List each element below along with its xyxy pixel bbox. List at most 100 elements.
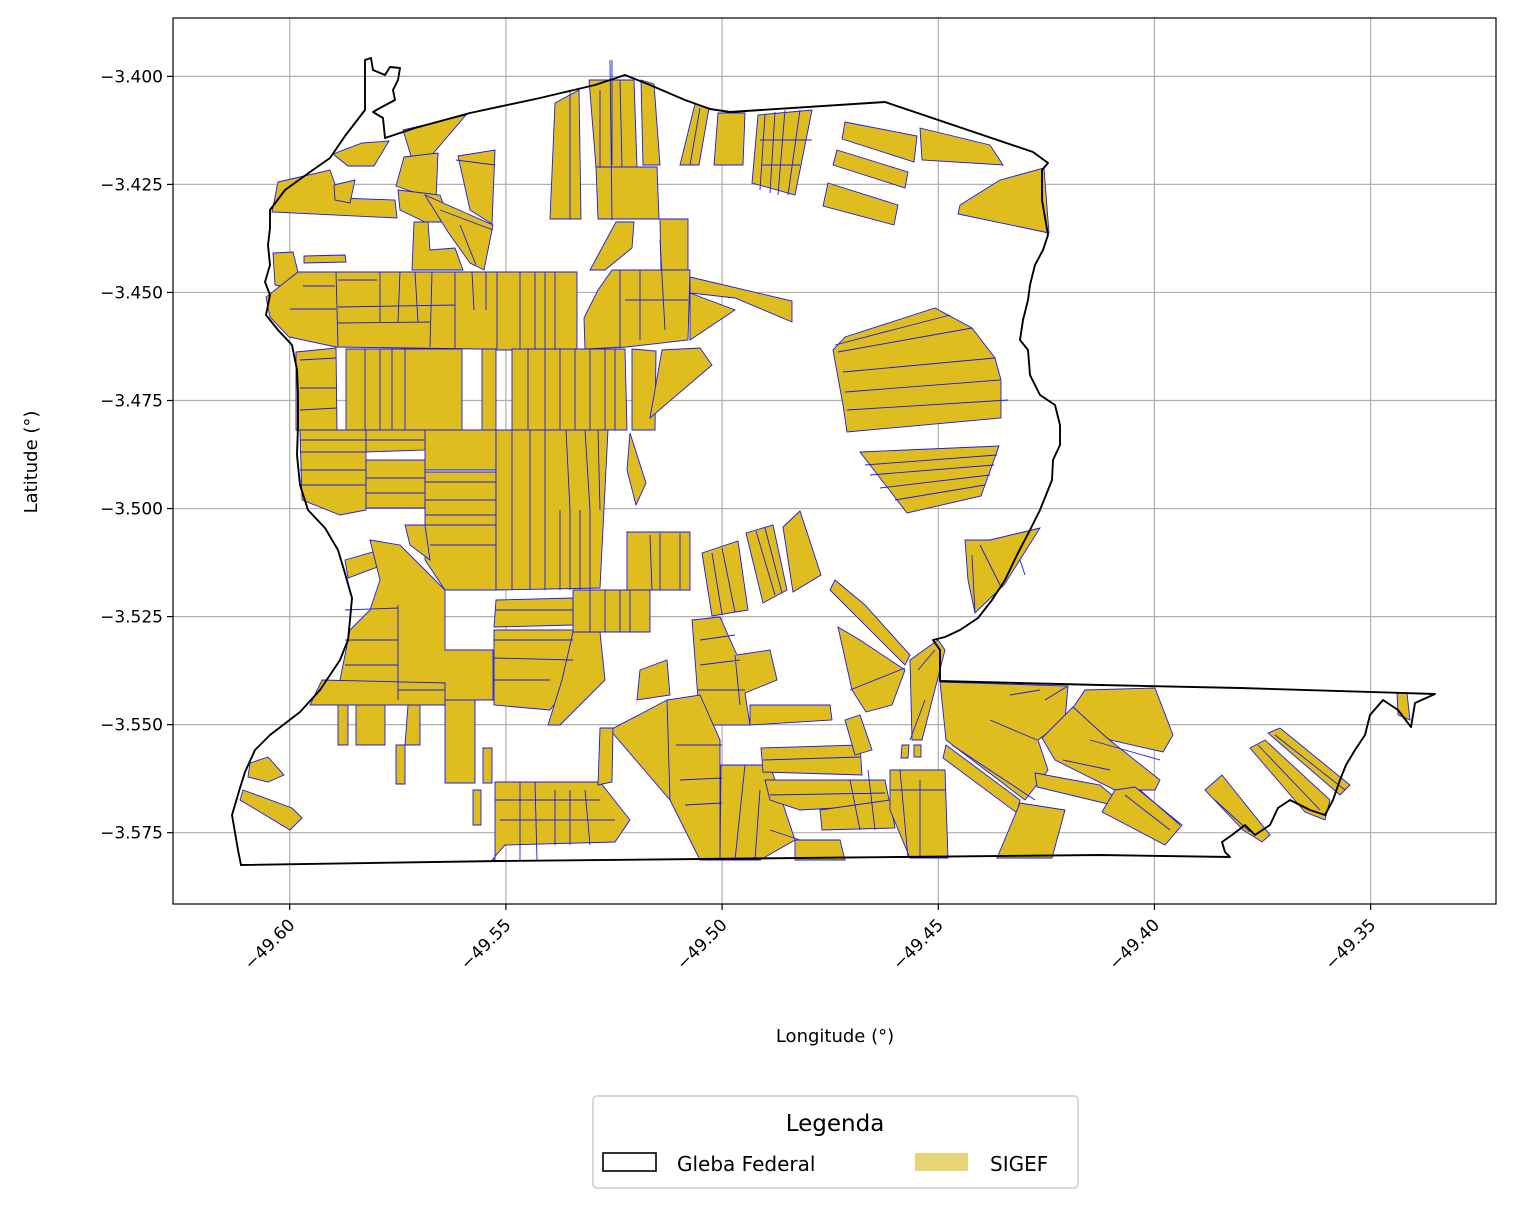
sigef-parcel (404, 704, 421, 746)
y-tick-label: −3.500 (100, 500, 163, 520)
sigef-parcel (424, 429, 497, 471)
sigef-parcel (919, 127, 1004, 166)
x-tick-label: −49.40 (1105, 915, 1164, 974)
axes-frame (172, 17, 1497, 905)
sigef-parcel (444, 699, 476, 784)
sigef-parcel (794, 839, 846, 861)
legend-swatch-sigef (915, 1153, 968, 1171)
sigef-parcel (482, 747, 493, 784)
y-axis-label: Latitude (°) (21, 411, 42, 514)
sigef-parcel (631, 348, 657, 431)
sigef-parcel (595, 166, 660, 220)
sigef-parcel (309, 679, 446, 706)
sigef-parcel (365, 429, 426, 453)
sigef-parcel (640, 79, 661, 166)
sigef-parcel (832, 307, 1002, 433)
sigef-parcel (957, 167, 1050, 234)
sigef-parcel (491, 781, 631, 861)
sigef-parcel (964, 527, 1041, 614)
sigef-parcel (597, 727, 614, 786)
sigef-parcel (649, 347, 713, 420)
y-tick-label: −3.400 (100, 67, 163, 87)
y-tick-label: −3.425 (100, 175, 163, 195)
sigef-parcel (913, 744, 922, 758)
sigef-parcel (457, 149, 496, 225)
sigef-parcel (822, 182, 899, 226)
sigef-parcel (511, 348, 628, 431)
sigef-parcel (481, 348, 497, 431)
sigef-parcel (493, 597, 574, 628)
x-tick-label: −49.60 (241, 915, 300, 974)
sigef-parcel (900, 744, 910, 759)
sigef-parcel (689, 276, 793, 323)
sigef-parcel (355, 704, 386, 746)
sigef-parcel (239, 789, 303, 831)
sigef-parcel (411, 221, 464, 271)
y-tick-label: −3.475 (100, 391, 163, 411)
sigef-parcel (572, 589, 651, 633)
x-tick-label: −49.35 (1322, 915, 1381, 974)
sigef-parcel (626, 531, 691, 591)
sigef-parcel (299, 429, 367, 516)
sigef-parcel (691, 616, 778, 726)
sigef-parcel (1041, 706, 1161, 791)
y-tick-label: −3.525 (100, 608, 163, 628)
legend-swatch-gleba-federal (602, 1152, 657, 1172)
sigef-parcel (337, 704, 349, 746)
sigef-parcel (609, 694, 721, 861)
sigef-parcels (239, 79, 1411, 861)
sigef-parcel (265, 271, 578, 351)
sigef-parcel (841, 121, 918, 163)
sigef-subdivisions (290, 59, 1346, 861)
sigef-parcel (588, 79, 638, 168)
sigef-parcel (332, 140, 390, 167)
y-tick-label: −3.575 (100, 824, 163, 844)
sigef-parcel (829, 579, 911, 666)
sigef-parcel (837, 626, 906, 713)
sigef-parcel (1101, 786, 1183, 846)
sigef-parcel (1204, 774, 1271, 843)
y-tick-label: −3.550 (100, 716, 163, 736)
sigef-parcel (713, 112, 746, 166)
sigef-parcel (909, 639, 946, 741)
sigef-parcel (549, 89, 582, 220)
sigef-parcel (345, 348, 463, 431)
sigef-parcel (749, 704, 833, 726)
y-axis-ticks: −3.400 −3.425 −3.450 −3.475 −3.500 −3.525 −3.5… (100, 67, 173, 844)
sigef-parcel (547, 631, 606, 726)
sigef-parcel (365, 459, 426, 509)
parcel-subdivisions (290, 59, 1346, 861)
sigef-parcel (495, 429, 609, 591)
sigef-parcel (423, 194, 494, 271)
sigef-parcel (589, 221, 635, 271)
sigef-parcel (333, 179, 356, 204)
x-axis-ticks: −49.60 −49.55 −49.50 −49.45 −49.40 −49.35 (241, 904, 1381, 974)
sigef-parcel (395, 744, 406, 785)
sigef-parcel (889, 769, 949, 859)
x-tick-label: −49.45 (889, 915, 948, 974)
sigef-parcel (636, 659, 671, 701)
x-tick-label: −49.55 (457, 915, 516, 974)
legend-title: Legenda (786, 1111, 885, 1137)
sigef-parcel (844, 714, 873, 756)
sigef-parcel (745, 524, 788, 604)
sigef-parcel (760, 744, 863, 776)
sigef-parcel (996, 802, 1066, 859)
sigef-parcel (626, 432, 647, 507)
sigef-parcel (689, 292, 736, 341)
legend-label-gleba-federal: Gleba Federal (677, 1152, 815, 1176)
y-tick-label: −3.450 (100, 283, 163, 303)
legend: Legenda Gleba Federal SIGEF (592, 1095, 1079, 1189)
sigef-parcel (832, 149, 909, 189)
sigef-parcel (424, 471, 497, 591)
sigef-parcel (247, 756, 285, 783)
gleba-federal-boundary (231, 57, 1436, 866)
sigef-parcel (782, 510, 822, 593)
legend-label-sigef: SIGEF (990, 1152, 1048, 1176)
sigef-parcel (819, 799, 896, 831)
x-tick-label: −49.50 (673, 915, 732, 974)
sigef-parcel (472, 789, 482, 826)
sigef-parcel (303, 254, 347, 264)
sigef-parcel (404, 524, 431, 562)
